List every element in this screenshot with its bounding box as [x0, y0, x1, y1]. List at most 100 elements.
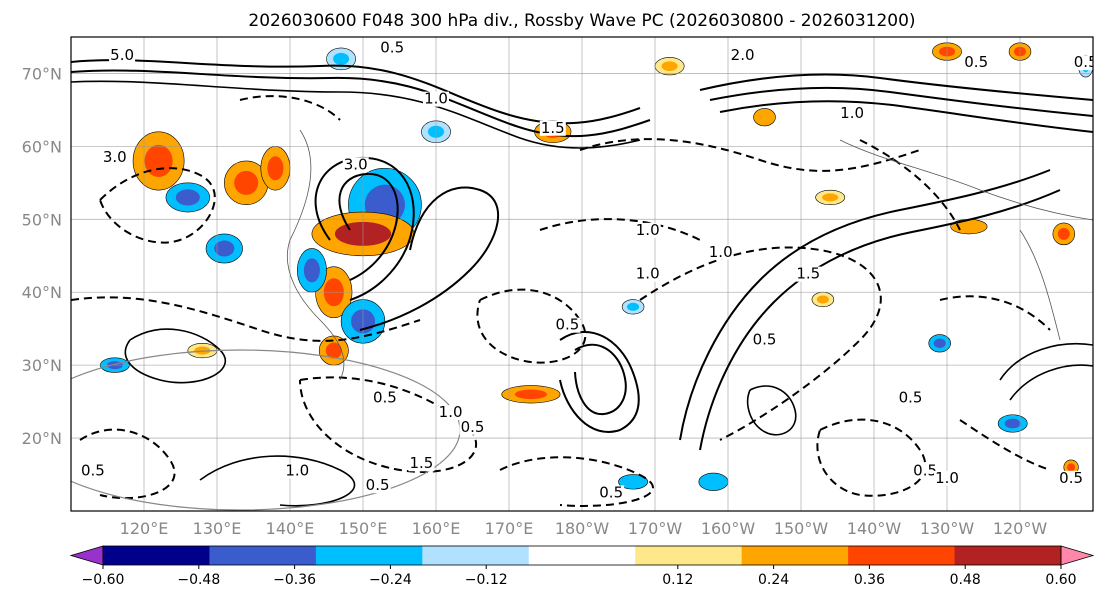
divergence-anomaly-core — [705, 477, 722, 487]
lat-tick-label: 20°N — [22, 429, 62, 448]
lon-tick-label: 130°W — [920, 519, 975, 538]
contour-label: 2.0 — [731, 46, 755, 64]
lon-tick-label: 130°E — [193, 519, 242, 538]
colorbar-segment — [422, 546, 530, 565]
divergence-anomaly-core — [661, 61, 678, 71]
contour-label-bg — [707, 244, 734, 260]
contour-label-bg — [1072, 55, 1093, 71]
divergence-anomaly-core — [816, 295, 829, 304]
colorbar-segment — [103, 546, 210, 565]
contour-label-bg — [371, 390, 398, 406]
lat-tick-label: 70°N — [22, 64, 62, 83]
colorbar-segment — [741, 546, 849, 565]
contour-label-bg — [109, 47, 136, 63]
lon-tick-label: 120°E — [120, 519, 169, 538]
lon-tick-label: 160°W — [701, 519, 756, 538]
contour-label-bg — [1058, 470, 1085, 486]
contour-line — [1009, 364, 1093, 401]
contour-label-bg — [284, 463, 311, 479]
contour-label-bg — [598, 485, 625, 501]
lat-tick-label: 50°N — [22, 210, 62, 229]
contour-line — [746, 385, 797, 436]
divergence-anomaly-core — [933, 338, 946, 349]
contour-label: 1.5 — [796, 265, 820, 283]
divergence-anomaly-core — [958, 222, 979, 231]
contour-line — [71, 59, 641, 125]
contour-line — [71, 69, 651, 138]
lon-tick-label: 170°W — [628, 519, 683, 538]
divergence-anomaly-core — [303, 258, 320, 283]
contour-line-negative — [99, 167, 216, 244]
lat-tick-label: 30°N — [22, 356, 62, 375]
lat-tick-label: 60°N — [22, 137, 62, 156]
contour-label: 1.0 — [935, 469, 959, 487]
contour-label-bg — [342, 157, 369, 173]
divergence-anomaly-core — [1057, 227, 1070, 240]
divergence-anomaly-core — [822, 193, 839, 202]
contour-label-bg — [729, 47, 756, 63]
contour-label-bg — [897, 390, 924, 406]
colorbar-tick-label: 0.60 — [1045, 572, 1076, 588]
contour-label: 1.5 — [541, 119, 565, 137]
map-frame — [70, 36, 1094, 512]
colorbar-segment — [848, 546, 956, 565]
contour-label-bg — [437, 405, 464, 421]
contour-label: 1.0 — [636, 221, 660, 239]
contour-label: 3.0 — [344, 155, 368, 173]
contour-label: 1.0 — [424, 90, 448, 108]
contour-label-bg — [839, 106, 866, 122]
contour-label: 0.5 — [1074, 53, 1098, 71]
contour-line — [719, 100, 1093, 133]
rossby-wave-contours — [71, 59, 1093, 511]
contour-line-negative — [71, 296, 421, 342]
lon-tick-label: 170°E — [485, 519, 534, 538]
coastline — [286, 129, 345, 381]
divergence-anomaly-core — [267, 156, 284, 181]
contour-line-negative — [476, 288, 587, 364]
contour-label: 0.5 — [373, 389, 397, 407]
lon-tick-label: 120°W — [993, 519, 1048, 538]
divergence-anomaly-core — [234, 170, 259, 195]
divergence-anomaly-core — [214, 240, 235, 257]
contour-line-negative — [499, 456, 654, 507]
lon-tick-label: 150°W — [774, 519, 829, 538]
contour-line — [574, 343, 627, 416]
contour-line-negative — [816, 418, 927, 497]
contour-labels: 5.0 0.51.01.53.0 3.01.01.01.00.50.51.00.51… — [79, 39, 1098, 501]
contour-label: 0.5 — [366, 476, 390, 494]
colorbar-tick-label: 0.48 — [950, 572, 981, 588]
contour-line — [124, 328, 227, 384]
colorbar-tick-label: 0.24 — [758, 572, 789, 588]
gridlines — [71, 37, 1093, 511]
lon-tick-label: 150°E — [339, 519, 388, 538]
contour-label: 1.0 — [439, 403, 463, 421]
contour-label: 0.5 — [899, 389, 923, 407]
contour-line-negative — [239, 95, 341, 121]
contour-label-bg — [963, 55, 990, 71]
coastline — [1019, 229, 1061, 341]
contour-line — [338, 172, 399, 281]
contour-label-bg — [364, 478, 391, 494]
colorbar-tick-label: −0.36 — [273, 572, 316, 588]
lat-tick-label: 40°N — [22, 283, 62, 302]
colorbar-extend-high — [1060, 545, 1095, 566]
contour-line — [314, 156, 415, 301]
colorbar-segment — [209, 546, 317, 565]
contour-line — [999, 342, 1093, 381]
colorbar-tick-label: 0.12 — [662, 572, 693, 588]
contour-label-bg — [554, 317, 581, 333]
contour-line — [699, 73, 1093, 101]
divergence-anomaly-core — [1004, 418, 1021, 429]
contour-label-bg — [459, 419, 486, 435]
contour-line — [359, 186, 499, 331]
contour-line — [199, 455, 356, 507]
contour-label: 0.5 — [380, 39, 404, 57]
contour-label-bg — [379, 40, 406, 56]
colorbar-tick-label: −0.60 — [82, 572, 125, 588]
contour-label: 0.5 — [81, 462, 105, 480]
contour-label-bg — [79, 463, 106, 479]
divergence-anomaly-core — [333, 52, 350, 65]
contour-label-bg — [101, 149, 128, 165]
contour-label-bg — [634, 266, 661, 282]
